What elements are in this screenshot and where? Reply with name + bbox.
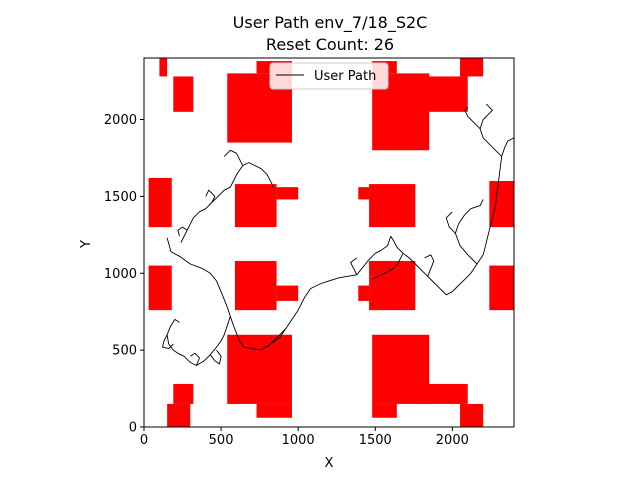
plot-area	[148, 58, 514, 427]
obstacle-rect-10	[276, 187, 299, 200]
user-path-segment-0	[166, 237, 382, 351]
chart-subtitle: Reset Count: 26	[266, 35, 394, 54]
user-path-segment-15	[371, 253, 404, 280]
y-tick-label-1000: 1000	[104, 267, 137, 282]
obstacle-rect-16	[276, 285, 299, 301]
obstacle-rect-22	[167, 403, 191, 427]
obstacle-rect-24	[372, 334, 430, 404]
user-path-segment-9	[260, 168, 274, 188]
user-path-segment-14	[464, 106, 481, 130]
obstacle-rect-1	[173, 76, 194, 112]
obstacle-rect-21	[256, 403, 292, 418]
y-tick-label-0: 0	[129, 421, 137, 436]
obstacle-rect-23	[173, 383, 194, 404]
user-path-segment-17	[350, 257, 358, 276]
obstacle-rect-20	[227, 334, 292, 404]
obstacle-rect-17	[369, 260, 416, 311]
obstacle-rect-0	[159, 58, 168, 77]
y-tick-label-1500: 1500	[104, 190, 137, 205]
x-tick-label-500: 500	[209, 433, 234, 448]
user-path-segment-4	[209, 349, 222, 365]
user-path-segment-12	[445, 211, 456, 234]
obstacle-rect-27	[460, 403, 484, 427]
user-path-segment-18	[266, 328, 287, 348]
obstacle-rect-15	[234, 260, 277, 311]
x-axis-label: X	[325, 456, 334, 471]
user-path-segment-8	[177, 226, 188, 237]
obstacle-rect-19	[489, 265, 514, 311]
user-path-segment-16	[424, 254, 435, 277]
chart-title: User Path env_7/18_S2C	[233, 13, 428, 33]
user-path-segment-13	[479, 103, 503, 157]
y-tick-label-500: 500	[112, 344, 137, 359]
y-axis-label: Y	[79, 240, 94, 249]
obstacle-rect-18	[358, 285, 370, 301]
user-path-segment-2	[162, 334, 174, 350]
obstacle-rect-6	[421, 76, 468, 112]
legend: User Path	[269, 62, 389, 90]
user-path-segment-7	[205, 189, 216, 203]
y-tick-label-2000: 2000	[104, 113, 137, 128]
legend-label-user-path: User Path	[314, 69, 376, 84]
obstacle-rect-26	[421, 383, 468, 404]
axes: 0 500 1000 1500 2000 0 500 1000 1500 2000	[104, 57, 515, 448]
x-tick-label-0: 0	[140, 433, 148, 448]
obstacle-rect-12	[358, 187, 370, 200]
user-path-segment-10	[381, 137, 514, 296]
user-path-segment-3	[190, 352, 200, 366]
obstacle-rect-9	[234, 184, 277, 228]
obstacle-rect-11	[369, 184, 416, 228]
legend-box	[269, 62, 389, 90]
x-tick-label-2000: 2000	[436, 433, 469, 448]
obstacle-rect-25	[372, 403, 397, 418]
x-tick-label-1500: 1500	[359, 433, 392, 448]
user-path-segment-6	[223, 149, 244, 166]
obstacle-rect-13	[489, 181, 514, 228]
obstacle-rect-8	[148, 177, 172, 228]
user-path-segment-11	[454, 199, 484, 265]
plot-frame	[143, 57, 515, 428]
obstacle-rect-14	[148, 265, 172, 311]
x-tick-label-1000: 1000	[282, 433, 315, 448]
user-path-segment-5	[180, 162, 262, 243]
obstacle-rect-7	[460, 58, 484, 77]
user-path-segment-1	[166, 316, 231, 366]
